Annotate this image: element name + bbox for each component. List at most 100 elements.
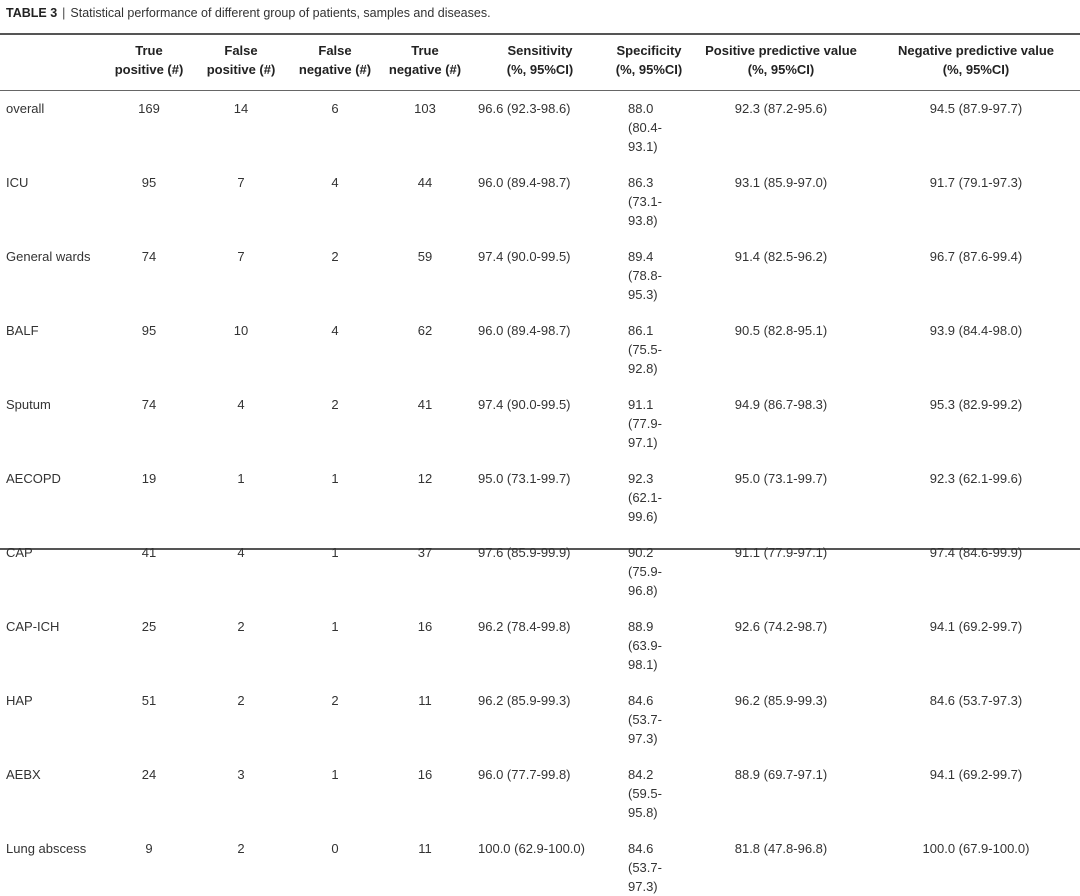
table-cell: 97.4 (90.0-99.5) [478,249,571,264]
table-cell: 169 [138,101,160,116]
table-cell: 92.6 (74.2-98.7) [734,619,828,634]
table-cell: 86.3 (73.1-93.8) [608,156,690,230]
caption-text: Statistical performance of different gro… [70,6,491,20]
table-cell: 93.1 (85.9-97.0) [734,175,828,190]
table-cell: 3 [237,767,245,782]
table-row: General wards 74 7 2 59 97.4 (90.0-99.5) 89.4 … [0,230,1080,304]
row-label: Lung abscess [6,841,87,856]
table-cell: 95 [141,175,157,190]
table-cell: 96.0 (77.7-99.8) [478,767,571,782]
table-cell: 96.2 (85.9-99.3) [478,693,571,708]
column-header-8: Negative predictive value (%, 95%CI) [872,37,1080,90]
table-cell: 0 [331,841,339,856]
table-cell: 88.9 (69.7-97.1) [734,767,828,782]
table-body: overall 169 14 6 103 96.6 (92.3-98.6) 88.0 (80… [0,90,1080,896]
row-label: BALF [6,323,39,338]
table-cell: 2 [237,619,245,634]
specificity-value: 86.3 (73.1-93.8) [628,175,662,228]
table-cell: 1 [331,545,339,560]
column-header-line: positive (#) [114,62,184,77]
table-cell: 97.4 (84.6-99.9) [929,545,1023,560]
column-header-line: True [135,43,163,58]
column-header-2: False positive (#) [190,37,292,90]
table-header: True positive (#) False positive (#) False ne… [0,37,1080,90]
table-cell: 88.0 (80.4-93.1) [608,90,690,156]
specificity-value: 88.0 (80.4-93.1) [628,101,662,154]
row-label: HAP [6,693,33,708]
column-header-1: True positive (#) [108,37,190,90]
header-rule [0,90,1080,91]
table-cell: 16 [417,619,433,634]
table-cell: 89.4 (78.8-95.3) [608,230,690,304]
table-cell: 4 [237,545,245,560]
row-label: AECOPD [6,471,61,486]
specificity-value: 84.6 (53.7-97.3) [628,841,662,894]
table-cell: 93.9 (84.4-98.0) [929,323,1023,338]
table-cell: 94.5 (87.9-97.7) [929,101,1023,116]
table-cell: 74 [141,397,157,412]
column-header-6: Specificity (%, 95%CI) [608,37,690,90]
table-cell: 59 [417,249,433,264]
table-cell: 84.6 (53.7-97.3) [929,693,1023,708]
table-cell: 41 [141,545,157,560]
table-cell: 91.1 (77.9-97.1) [608,378,690,452]
column-header-line: (%, 95%CI) [506,62,574,77]
row-label: CAP [6,545,33,560]
table-row: ICU 95 7 4 44 96.0 (89.4-98.7) 86.3 (73.1-93.8… [0,156,1080,230]
table-cell: 94.1 (69.2-99.7) [929,767,1023,782]
table-cell: 94.1 (69.2-99.7) [929,619,1023,634]
table-cell: 96.2 (78.4-99.8) [478,619,571,634]
specificity-value: 90.2 (75.9-96.8) [628,545,662,598]
table-cell: 24 [141,767,157,782]
table-cell: 88.9 (63.9-98.1) [608,600,690,674]
table-row: CAP-ICH 25 2 1 16 96.2 (78.4-99.8) 88.9 (63.9-… [0,600,1080,674]
row-label: CAP-ICH [6,619,60,634]
table-caption: TABLE 3 | Statistical performance of diffe… [6,6,491,20]
table-cell: 91.7 (79.1-97.3) [929,175,1023,190]
table-cell: 25 [141,619,157,634]
table-cell: 90.5 (82.8-95.1) [734,323,828,338]
row-label: Sputum [6,397,51,412]
column-header-line: True [411,43,439,58]
table-cell: 1 [237,471,245,486]
table-row: HAP 51 2 2 11 96.2 (85.9-99.3) 84.6 (53.7-97.3… [0,674,1080,748]
table-cell: 4 [331,323,339,338]
specificity-value: 86.1 (75.5-92.8) [628,323,662,376]
table-cell: 81.8 (47.8-96.8) [734,841,828,856]
table-cell: 41 [417,397,433,412]
table-label: TABLE 3 [6,6,58,20]
specificity-value: 88.9 (63.9-98.1) [628,619,662,672]
column-header-line: Negative predictive value [897,43,1055,58]
column-header-line: Positive predictive value [705,43,857,58]
specificity-value: 92.3 (62.1-99.6) [628,471,662,524]
table-row: AEBX 24 3 1 16 96.0 (77.7-99.8) 84.2 (59.5-95.… [0,748,1080,822]
column-header-0 [0,37,108,90]
specificity-value: 84.2 (59.5-95.8) [628,767,662,820]
table-cell: 95 [141,323,157,338]
table-row: Sputum 74 4 2 41 97.4 (90.0-99.5) 91.1 (77.9-9… [0,378,1080,452]
table-cell: 96.0 (89.4-98.7) [478,175,571,190]
table-cell: 11 [418,693,432,708]
table-cell: 100.0 (67.9-100.0) [922,841,1030,856]
table-cell: 4 [237,397,245,412]
table-cell: 95.0 (73.1-99.7) [478,471,571,486]
row-label: ICU [6,175,29,190]
table-cell: 92.3 (62.1-99.6) [608,452,690,526]
table-cell: 16 [417,767,433,782]
table-cell: 96.7 (87.6-99.4) [929,249,1023,264]
specificity-value: 89.4 (78.8-95.3) [628,249,662,302]
table-cell: 2 [331,693,339,708]
table-cell: 12 [417,471,433,486]
table-cell: 95.0 (73.1-99.7) [734,471,828,486]
table-cell: 84.6 (53.7-97.3) [608,822,690,896]
table-cell: 92.3 (62.1-99.6) [929,471,1023,486]
table-cell: 74 [141,249,157,264]
table-cell: 1 [331,471,339,486]
column-header-line: (%, 95%CI) [747,62,815,77]
statistics-table: True positive (#) False positive (#) False ne… [0,37,1080,896]
table-cell: 2 [331,397,339,412]
header-row: True positive (#) False positive (#) False ne… [0,37,1080,90]
table-cell: 9 [145,841,153,856]
table-cell: 92.3 (87.2-95.6) [734,101,828,116]
table-row: overall 169 14 6 103 96.6 (92.3-98.6) 88.0 (80… [0,90,1080,156]
